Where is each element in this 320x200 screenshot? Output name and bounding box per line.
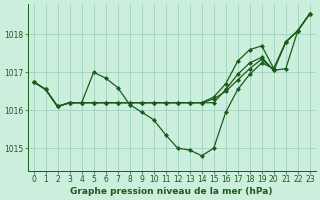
- X-axis label: Graphe pression niveau de la mer (hPa): Graphe pression niveau de la mer (hPa): [70, 187, 273, 196]
